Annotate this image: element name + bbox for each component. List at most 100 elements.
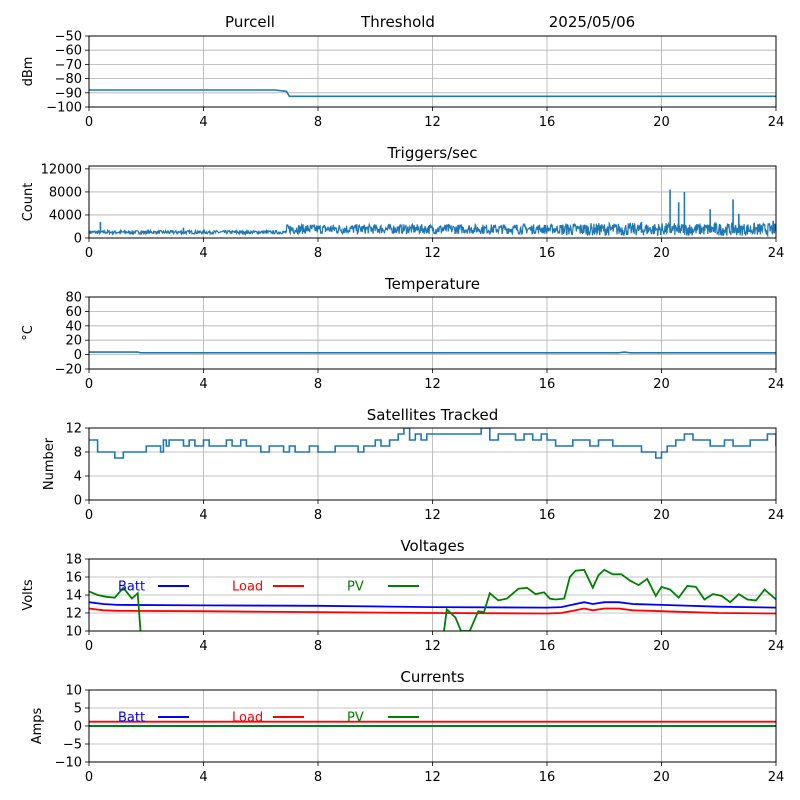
legend-label-batt: Batt [118, 711, 145, 726]
y-axis-label: Number [42, 437, 57, 490]
series-line-batt [89, 601, 776, 609]
x-tick-label: 12 [424, 115, 441, 130]
x-tick-label: 12 [424, 377, 441, 392]
y-tick-label: 0 [74, 348, 82, 363]
series-line-pv [443, 568, 776, 631]
legend-label-load: Load [232, 580, 263, 595]
y-tick-label: −70 [55, 58, 82, 73]
y-tick-label: −80 [55, 72, 82, 87]
y-tick-label: −90 [55, 86, 82, 101]
y-axis-label: Amps [30, 707, 45, 744]
y-tick-label: 14 [65, 589, 82, 604]
y-tick-label: 5 [74, 702, 82, 717]
y-tick-label: 4 [74, 470, 82, 485]
series-line [89, 221, 776, 238]
legend-label-pv: PV [347, 580, 364, 595]
x-tick-label: 8 [314, 770, 322, 785]
y-tick-label: 0 [74, 494, 82, 509]
data-layer [89, 89, 776, 98]
x-tick-label: 20 [653, 508, 670, 523]
panel-title: Temperature [384, 275, 480, 293]
x-tick-label: 12 [424, 508, 441, 523]
x-tick-label: 0 [85, 508, 93, 523]
x-tick-label: 16 [539, 508, 556, 523]
x-tick-label: 0 [85, 639, 93, 654]
y-tick-label: 20 [65, 334, 82, 349]
data-layer [89, 428, 776, 459]
y-axis-label: Count [21, 183, 36, 222]
y-tick-label: −10 [55, 756, 82, 771]
data-layer [89, 351, 776, 354]
y-tick-label: 40 [65, 319, 82, 334]
x-tick-label: 20 [653, 246, 670, 261]
x-tick-label: 8 [314, 115, 322, 130]
x-tick-label: 4 [199, 639, 207, 654]
x-tick-label: 12 [424, 639, 441, 654]
x-tick-label: 0 [85, 115, 93, 130]
data-layer [89, 189, 776, 238]
y-axis-label: dBm [21, 57, 36, 87]
panel-title: Satellites Tracked [367, 406, 498, 424]
panel-threshold: 0 4 8 12 16 20 24 −100−90−80−70−60−50 dBm [21, 30, 784, 131]
y-tick-label: 10 [65, 684, 82, 699]
x-tick-label: 24 [768, 508, 785, 523]
panel-triggers: Triggers/sec 0 4 8 12 16 20 24 0 4000 8000 12000 Cou… [21, 144, 784, 261]
panel-currents: Currents 0 4 8 12 16 20 24 −10 −5 0 5 10 Amps Batt Load… [30, 668, 784, 785]
x-tick-label: 8 [314, 377, 322, 392]
y-axis-label: Volts [21, 579, 36, 611]
y-tick-label: 12 [65, 422, 82, 437]
y-tick-label: −20 [55, 363, 82, 378]
legend-label-load: Load [232, 711, 263, 726]
x-tick-label: 8 [314, 639, 322, 654]
y-tick-label: 12 [65, 607, 82, 622]
x-tick-label: 24 [768, 246, 785, 261]
series-line [89, 428, 776, 459]
y-tick-label: 80 [65, 291, 82, 306]
panel-title: Triggers/sec [387, 144, 478, 162]
series-line [89, 351, 776, 354]
y-tick-label: 16 [65, 571, 82, 586]
x-tick-label: 20 [653, 377, 670, 392]
header-date: 2025/05/06 [549, 13, 635, 31]
y-tick-label: 4000 [49, 208, 82, 223]
y-tick-label: 12000 [41, 162, 82, 177]
y-tick-label: −60 [55, 44, 82, 59]
y-tick-label: −100 [46, 101, 82, 116]
x-tick-label: 4 [199, 115, 207, 130]
x-tick-label: 24 [768, 377, 785, 392]
header-station: Purcell [225, 13, 275, 31]
x-tick-label: 4 [199, 508, 207, 523]
y-tick-label: 18 [65, 553, 82, 568]
y-tick-label: 8000 [49, 185, 82, 200]
x-tick-label: 24 [768, 115, 785, 130]
axes-frame [88, 558, 777, 632]
y-tick-label: 0 [74, 232, 82, 247]
x-tick-label: 4 [199, 770, 207, 785]
x-tick-label: 8 [314, 508, 322, 523]
y-tick-label: 8 [74, 446, 82, 461]
axes-frame [88, 427, 777, 501]
series-line-load [89, 607, 776, 615]
y-axis-label: °C [21, 325, 36, 341]
x-tick-label: 12 [424, 770, 441, 785]
x-tick-label: 16 [539, 639, 556, 654]
x-tick-label: 4 [199, 246, 207, 261]
panel-title: Currents [400, 668, 464, 686]
x-tick-label: 16 [539, 115, 556, 130]
panel-voltages: Voltages 0 4 8 12 16 20 24 10 12 14 16 18 Volts Batt Lo… [21, 537, 784, 654]
x-tick-label: 20 [653, 770, 670, 785]
y-tick-label: 10 [65, 625, 82, 640]
data-layer [89, 720, 776, 727]
legend-label-batt: Batt [118, 580, 145, 595]
y-tick-label: −5 [63, 738, 82, 753]
panel-title: Voltages [400, 537, 464, 555]
axes-frame [88, 296, 777, 370]
series-line [89, 89, 776, 98]
legend-label-pv: PV [347, 711, 364, 726]
chart-panels: 0 4 8 12 16 20 24−100−90−80−70−60−50dBmTrigger… [21, 30, 784, 786]
y-tick-label: −50 [55, 30, 82, 45]
axes-frame [88, 689, 777, 763]
x-tick-label: 0 [85, 770, 93, 785]
x-tick-label: 24 [768, 639, 785, 654]
